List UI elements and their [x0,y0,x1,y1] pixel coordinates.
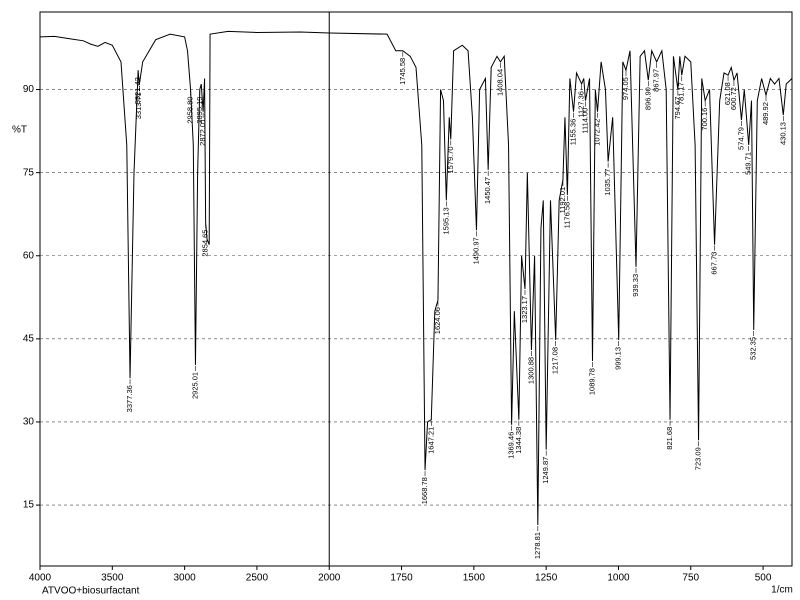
y-tick-label: 45 [23,334,35,345]
peak-label: 1369.46 [507,432,516,459]
peak-label: 1072.42 [593,119,602,146]
peak-label: 574.79 [736,127,745,150]
peak-label: 3313.71 [134,92,143,119]
peak-label: 974.05 [621,77,630,100]
sample-name: ATVOO+biosurfactant [42,586,140,597]
peak-label: 2872.01 [198,119,207,146]
x-axis-label: 1/cm [771,585,793,596]
peak-label: 1490.97 [471,237,480,264]
peak-label: 1035.77 [603,169,612,196]
y-tick-label: 30 [23,417,35,428]
peak-label: 781.17 [677,82,686,105]
peak-label: 2925.01 [190,372,199,399]
peak-label: 3377.36 [125,385,134,412]
y-tick-label: 75 [23,167,35,178]
x-tick-label: 3500 [101,573,124,584]
peak-label: 1155.36 [569,119,578,146]
peak-label: 621.08 [723,82,732,105]
peak-label: 1344.38 [514,427,523,454]
peak-label: 1192.01 [558,187,567,214]
peak-label: 1300.88 [526,357,535,384]
peak-label: 1176.58 [562,202,571,229]
peak-label: 1323.17 [520,296,529,323]
peak-label: 2854.65 [201,230,210,257]
peak-label: 896.90 [643,87,652,110]
peak-label: 3321.42 [133,77,142,104]
peak-label: 1408.04 [495,69,504,96]
x-tick-label: 2000 [318,573,341,584]
peak-label: 794.67 [673,97,682,120]
peak-label: 600.72 [729,87,738,110]
peak-label: 532.35 [749,337,758,360]
peak-label: 489.92 [761,102,770,125]
x-tick-label: 1000 [607,573,630,584]
peak-label: 1217.08 [551,347,560,374]
x-tick-label: 3000 [173,573,196,584]
y-axis-label: %T [12,125,27,136]
peak-label: 1114.00 [580,108,589,134]
x-tick-label: 1750 [390,573,413,584]
x-tick-label: 1500 [463,573,486,584]
peak-label: 549.71 [744,152,753,175]
peak-label: 1249.87 [541,457,550,484]
peak-label: 1668.78 [420,477,429,504]
peak-label: 1450.47 [483,177,492,204]
x-tick-label: 750 [682,573,699,584]
peak-label: 821.68 [665,427,674,450]
y-tick-label: 60 [23,250,35,261]
y-tick-label: 15 [23,500,35,511]
peak-label: 1624.06 [433,307,442,334]
plot-frame [39,11,793,567]
peak-label: 430.13 [778,122,787,145]
peak-label: 867.97 [652,69,661,92]
peak-label: 723.09 [694,447,703,470]
x-tick-label: 1250 [535,573,558,584]
peak-label: 939.33 [631,274,640,297]
peak-label: 2958.80 [186,97,195,124]
x-tick-label: 2500 [246,573,269,584]
peak-label: 700.16 [700,108,709,131]
peak-label: 1647.21 [426,427,435,454]
peak-label: 1089.78 [587,368,596,395]
spectrum-line [39,30,793,526]
peak-label: 667.73 [710,252,719,275]
peak-label: 1278.81 [533,532,542,559]
peak-label: 2895.19 [195,97,204,124]
y-tick-label: 90 [23,84,35,95]
x-tick-label: 4000 [29,573,52,584]
peak-label: 1595.13 [441,207,450,234]
peak-label: 1127.36 [577,91,586,118]
peak-label: 1579.70 [446,146,455,173]
peak-label: 999.13 [614,347,623,370]
peak-label: 1745.58 [398,58,407,85]
x-tick-label: 500 [755,573,772,584]
